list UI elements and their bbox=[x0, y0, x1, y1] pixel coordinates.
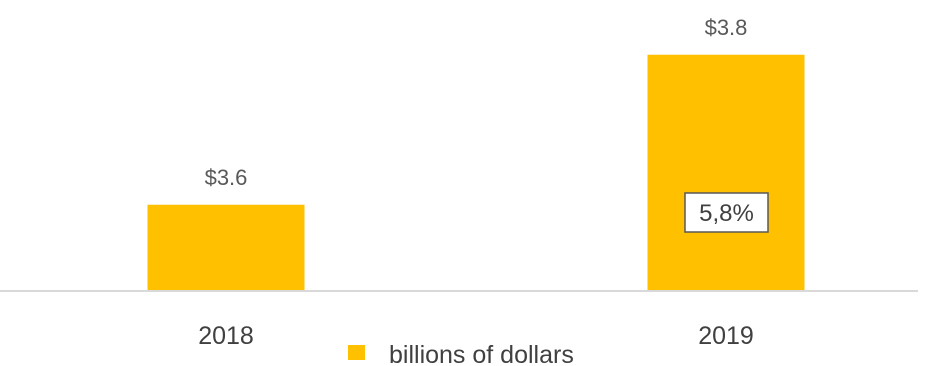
legend-label: billions of dollars bbox=[389, 341, 574, 366]
value-label-2019: $3.8 bbox=[705, 15, 748, 40]
value-labels-group: $3.6 $3.8 bbox=[205, 15, 748, 190]
legend-swatch bbox=[348, 345, 365, 360]
growth-annotation-text: 5,8% bbox=[699, 200, 754, 227]
bars-group bbox=[147, 54, 805, 291]
tick-label-2019: 2019 bbox=[698, 322, 754, 350]
bar-2019 bbox=[647, 54, 805, 291]
legend: billions of dollars bbox=[348, 341, 574, 366]
growth-annotation-box bbox=[684, 192, 769, 233]
growth-annotation: 5,8% bbox=[684, 192, 769, 233]
tick-label-2018: 2018 bbox=[198, 322, 254, 350]
value-label-2018: $3.6 bbox=[205, 165, 248, 190]
tick-labels-group: 2018 2019 bbox=[198, 322, 754, 350]
bar-2018 bbox=[147, 204, 305, 291]
